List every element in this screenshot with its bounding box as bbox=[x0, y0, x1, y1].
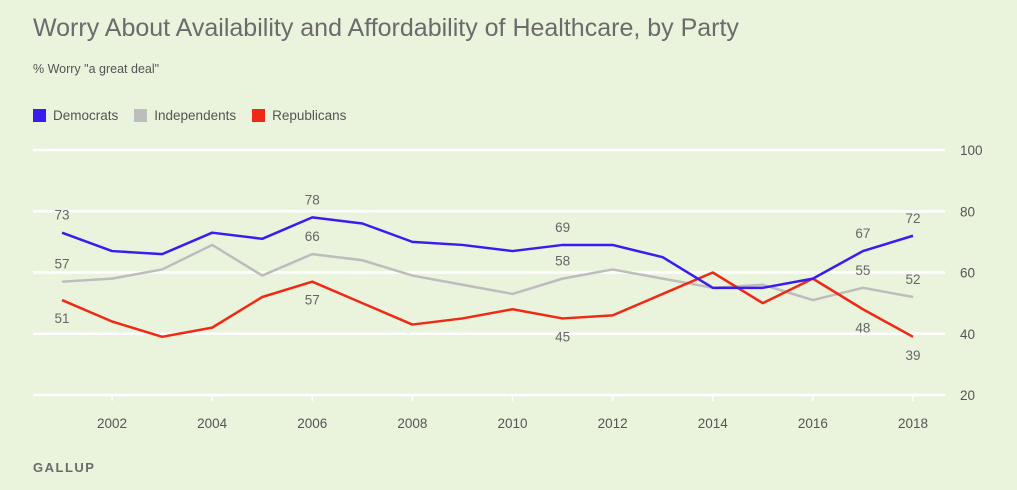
data-label: 72 bbox=[905, 211, 920, 226]
series-line-democrats bbox=[61, 216, 914, 290]
data-label: 73 bbox=[54, 208, 69, 223]
data-label: 57 bbox=[54, 257, 69, 272]
data-label: 69 bbox=[555, 220, 570, 235]
series-line-republicans bbox=[61, 271, 914, 339]
chart-subtitle: % Worry "a great deal" bbox=[33, 62, 160, 76]
gallup-brand: GALLUP bbox=[33, 460, 96, 475]
y-tick-label: 80 bbox=[960, 204, 975, 219]
legend-item-republicans[interactable]: Republicans bbox=[252, 108, 346, 123]
data-label: 66 bbox=[305, 229, 320, 244]
legend-label-democrats: Democrats bbox=[53, 108, 119, 123]
data-label: 78 bbox=[305, 192, 320, 207]
legend-item-democrats[interactable]: Democrats bbox=[33, 108, 118, 123]
x-tick-label: 2004 bbox=[197, 416, 228, 431]
data-label: 51 bbox=[54, 311, 69, 326]
legend-swatch-republicans bbox=[252, 109, 266, 122]
y-tick-label: 20 bbox=[960, 388, 975, 403]
legend-swatch-democrats bbox=[33, 109, 46, 122]
legend-item-independents[interactable]: Independents bbox=[134, 108, 236, 123]
legend-swatch-independents bbox=[134, 109, 148, 122]
y-tick-label: 60 bbox=[960, 266, 975, 281]
x-tick-label: 2010 bbox=[498, 416, 528, 431]
data-label: 52 bbox=[905, 272, 920, 287]
x-tick-label: 2008 bbox=[397, 416, 427, 431]
legend: Democrats Independents Republicans bbox=[33, 108, 362, 123]
x-tick-label: 2014 bbox=[698, 416, 729, 431]
x-tick-label: 2016 bbox=[798, 416, 828, 431]
data-label: 58 bbox=[555, 254, 570, 269]
x-tick-label: 2012 bbox=[598, 416, 628, 431]
x-tick-label: 2006 bbox=[297, 416, 327, 431]
chart-title: Worry About Availability and Affordabili… bbox=[33, 14, 739, 42]
data-label: 55 bbox=[855, 263, 870, 278]
legend-label-republicans: Republicans bbox=[272, 108, 347, 123]
x-tick-label: 2002 bbox=[97, 416, 127, 431]
data-label: 39 bbox=[905, 348, 920, 363]
x-tick-label: 2018 bbox=[898, 416, 928, 431]
data-label: 45 bbox=[555, 329, 570, 344]
data-label: 57 bbox=[305, 293, 320, 308]
y-tick-label: 40 bbox=[960, 327, 975, 342]
data-label: 48 bbox=[855, 320, 870, 335]
legend-label-independents: Independents bbox=[154, 108, 237, 123]
data-label: 67 bbox=[855, 226, 870, 241]
y-tick-label: 100 bbox=[960, 143, 983, 158]
